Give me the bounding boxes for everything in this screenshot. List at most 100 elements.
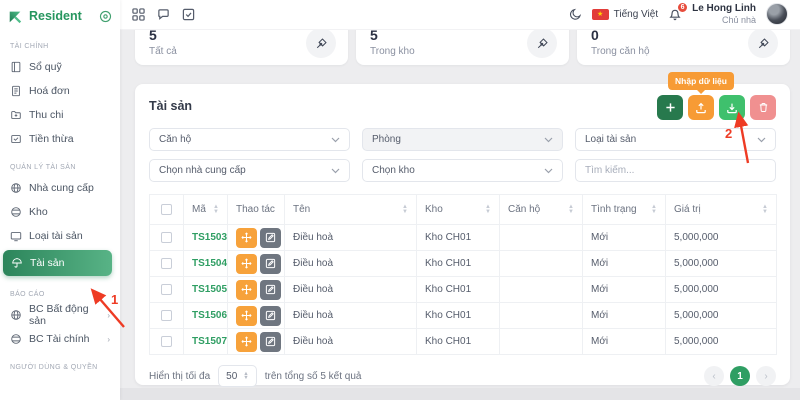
search-field[interactable]: [575, 159, 776, 182]
asset-status: Mới: [582, 250, 666, 277]
sidebar-collapse-icon[interactable]: [99, 10, 112, 23]
asset-value: 5,000,000: [665, 276, 777, 303]
sidebar-item-hoa-don[interactable]: Hoá đơn: [0, 79, 120, 103]
toolbar: Nhập dữ liệu: [657, 72, 776, 120]
stat-value: 5: [370, 27, 378, 43]
sidebar-item-bc-bat-dong-san[interactable]: BC Bất động sản ›: [0, 303, 120, 327]
room-select-disabled[interactable]: Phòng: [362, 128, 563, 151]
asset-name: Điều hoà: [284, 328, 417, 355]
move-asset-button[interactable]: [236, 279, 257, 300]
chevron-down-icon: [331, 168, 340, 173]
move-asset-button[interactable]: [236, 227, 257, 248]
sidebar-item-so-quy[interactable]: Sổ quỹ: [0, 55, 120, 79]
asset-type-select[interactable]: Loại tài sản: [575, 128, 776, 151]
edit-asset-button[interactable]: [260, 331, 281, 352]
column-header: Tình trạng: [591, 204, 637, 215]
sphere-icon: [11, 207, 21, 217]
asset-warehouse: Kho CH01: [416, 250, 500, 277]
delete-selected-button[interactable]: [750, 95, 776, 120]
next-page-button[interactable]: ›: [756, 366, 776, 386]
move-icon: [241, 284, 252, 295]
column-header: Kho: [425, 204, 443, 215]
chevron-right-icon: ›: [107, 334, 110, 344]
notification-badge: 6: [677, 2, 689, 14]
sidebar-item-tien-thua[interactable]: Tiền thừa: [0, 127, 120, 151]
sidebar-item-nha-cung-cap[interactable]: Nhà cung cấp: [0, 176, 120, 200]
chevron-down-icon: [544, 168, 553, 173]
current-page-button[interactable]: 1: [730, 366, 750, 386]
row-checkbox[interactable]: [161, 257, 172, 269]
previous-page-button[interactable]: ‹: [704, 366, 724, 386]
row-actions: [227, 276, 285, 303]
asset-status: Mới: [582, 328, 666, 355]
pen-nib-icon[interactable]: [306, 28, 336, 58]
export-data-button[interactable]: [719, 95, 745, 120]
edit-icon: [265, 310, 276, 321]
import-data-button[interactable]: Nhập dữ liệu: [668, 72, 734, 120]
edit-asset-button[interactable]: [260, 279, 281, 300]
sort-icon[interactable]: ▲ ▼: [568, 204, 574, 215]
avatar[interactable]: [766, 3, 788, 26]
sidebar-item-thu-chi[interactable]: Thu chi: [0, 103, 120, 127]
import-tooltip: Nhập dữ liệu: [668, 72, 734, 94]
umbrella-icon: [12, 258, 22, 268]
move-asset-button[interactable]: [236, 331, 257, 352]
edit-asset-button[interactable]: [260, 227, 281, 248]
language-selector[interactable]: ★ Tiếng Việt: [591, 8, 658, 20]
user-menu[interactable]: Le Hong Linh Chủ nhà: [692, 3, 756, 26]
asset-code-link[interactable]: TS1506: [183, 302, 228, 329]
row-checkbox[interactable]: [161, 335, 172, 347]
mail-check-icon: [11, 135, 21, 143]
stat-label: Trong kho: [370, 46, 415, 57]
move-asset-button[interactable]: [236, 305, 257, 326]
sort-icon[interactable]: ▲ ▼: [213, 204, 219, 215]
asset-apartment: [499, 250, 583, 277]
warehouse-select[interactable]: Chọn kho: [362, 159, 563, 182]
pen-nib-icon[interactable]: [748, 28, 778, 58]
row-checkbox[interactable]: [161, 309, 172, 321]
sort-icon[interactable]: ▲ ▼: [762, 204, 768, 215]
chevron-down-icon: [331, 137, 340, 142]
supplier-select[interactable]: Chọn nhà cung cấp: [149, 159, 350, 182]
sidebar-item-loai-tai-san[interactable]: Loại tài sản: [0, 224, 120, 248]
dark-mode-moon-icon[interactable]: [569, 8, 582, 21]
move-icon: [241, 232, 252, 243]
edit-asset-button[interactable]: [260, 253, 281, 274]
download-icon: [727, 103, 737, 113]
sidebar-item-kho[interactable]: Kho: [0, 200, 120, 224]
pen-nib-icon[interactable]: [527, 28, 557, 58]
asset-code-link[interactable]: TS1503: [183, 224, 228, 251]
select-all-checkbox[interactable]: [161, 203, 172, 215]
row-checkbox[interactable]: [161, 231, 172, 243]
search-input[interactable]: [585, 165, 766, 176]
sidebar-item-bc-tai-chinh[interactable]: BC Tài chính ›: [0, 327, 120, 351]
sort-icon[interactable]: ▲ ▼: [485, 204, 491, 215]
move-asset-button[interactable]: [236, 253, 257, 274]
plus-icon: [665, 103, 675, 112]
table-row: TS1504 Điều hoà Kho CH01 Mới 5,000,000: [149, 250, 777, 277]
asset-name: Điều hoà: [284, 224, 417, 251]
apartment-select[interactable]: Căn hộ: [149, 128, 350, 151]
apps-grid-icon[interactable]: [132, 8, 145, 21]
asset-apartment: [499, 328, 583, 355]
invoice-icon: [12, 85, 20, 97]
row-checkbox[interactable]: [161, 283, 172, 295]
sidebar-item-tai-san-active[interactable]: Tài sản: [3, 250, 112, 276]
sort-icon[interactable]: ▲ ▼: [402, 204, 408, 215]
sort-icon[interactable]: ▲ ▼: [651, 204, 657, 215]
asset-value: 5,000,000: [665, 224, 777, 251]
chat-icon[interactable]: [157, 8, 170, 21]
notifications-bell-icon[interactable]: 6: [668, 2, 689, 21]
asset-code-link[interactable]: TS1504: [183, 250, 228, 277]
trash-icon: [759, 102, 767, 112]
add-asset-button[interactable]: [657, 95, 683, 120]
task-check-icon[interactable]: [182, 8, 195, 21]
edit-asset-button[interactable]: [260, 305, 281, 326]
tv-icon: [10, 232, 22, 242]
asset-code-link[interactable]: TS1507: [183, 328, 228, 355]
page-size-select[interactable]: 50 ▲ ▼: [218, 365, 257, 387]
column-header: Giá trị: [674, 204, 701, 215]
table-body: TS1503 Điều hoà Kho CH01 Mới 5,000,000 TS1504…: [149, 224, 777, 355]
asset-code-link[interactable]: TS1505: [183, 276, 228, 303]
sphere-icon: [11, 334, 21, 344]
